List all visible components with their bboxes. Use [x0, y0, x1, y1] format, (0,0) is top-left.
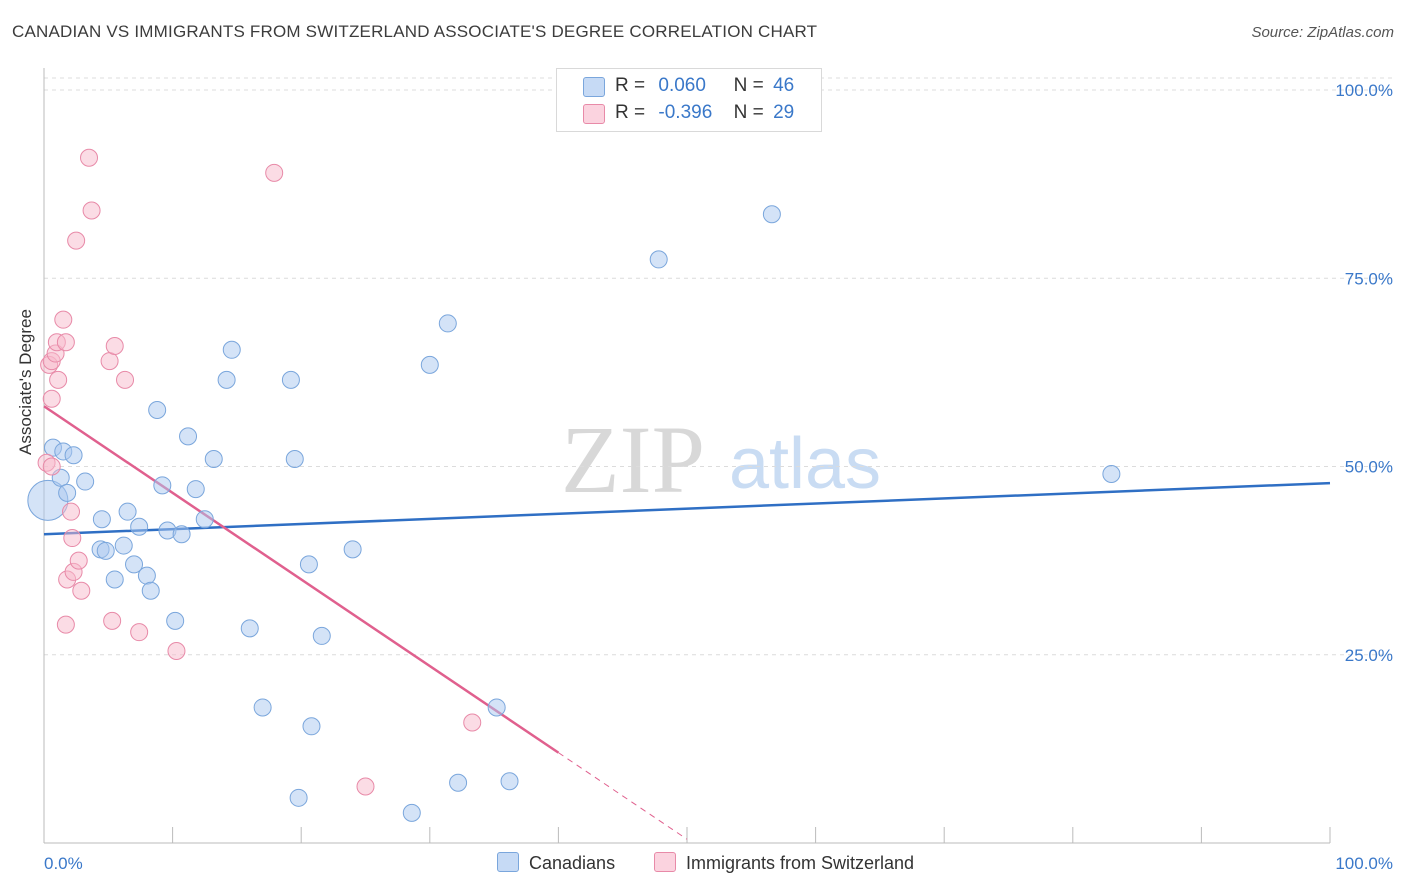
point-canadians	[92, 510, 111, 529]
point-canadians	[487, 698, 506, 717]
point-canadians	[76, 472, 95, 491]
stats-legend: R = 0.060 N = 46 R = -0.396 N = 29	[556, 68, 822, 132]
point-canadians	[1102, 465, 1121, 484]
point-switzerland	[42, 457, 61, 476]
legend-n-label: N =	[733, 75, 764, 96]
chart-title: CANADIAN VS IMMIGRANTS FROM SWITZERLAND …	[12, 22, 818, 41]
point-switzerland	[463, 713, 482, 732]
bottom-legend-canadians: Canadians	[497, 852, 615, 874]
point-switzerland	[49, 370, 68, 389]
y-tick-label: 75.0%	[1345, 269, 1393, 288]
point-switzerland	[72, 581, 91, 600]
trend-line-switzerland-extension	[558, 752, 688, 840]
watermark-atlas: atlas	[729, 424, 881, 504]
point-switzerland	[82, 201, 101, 220]
source-note: Source: ZipAtlas.com	[1251, 24, 1394, 41]
y-tick-label: 25.0%	[1345, 646, 1393, 665]
point-canadians	[114, 536, 133, 555]
data-points	[27, 148, 1121, 822]
x-tick-label-max: 100.0%	[1335, 854, 1393, 873]
point-switzerland	[80, 148, 99, 167]
legend-swatch-blue	[583, 77, 605, 97]
point-switzerland	[356, 777, 375, 796]
y-tick-labels: 100.0% 75.0% 50.0% 25.0%	[1335, 81, 1393, 665]
point-canadians	[204, 449, 223, 468]
point-canadians	[58, 483, 77, 502]
bottom-legend-label: Canadians	[529, 853, 616, 873]
point-canadians	[130, 517, 149, 536]
point-canadians	[402, 803, 421, 822]
bottom-legend-swatch-pink	[654, 852, 676, 872]
point-switzerland	[69, 551, 88, 570]
y-axis-label: Associate's Degree	[16, 309, 35, 455]
legend-n-label: N =	[733, 102, 764, 123]
point-canadians	[217, 370, 236, 389]
bottom-legend-swatch-blue	[497, 852, 519, 872]
legend-swatch-pink	[583, 104, 605, 124]
point-canadians	[500, 772, 519, 791]
point-canadians	[166, 611, 185, 630]
point-switzerland	[54, 310, 73, 329]
point-canadians	[312, 626, 331, 645]
trend-line-switzerland	[43, 405, 560, 754]
point-switzerland	[56, 333, 75, 352]
point-switzerland	[63, 529, 82, 548]
point-switzerland	[62, 502, 81, 521]
point-switzerland	[100, 352, 119, 371]
y-tick-label: 100.0%	[1335, 81, 1393, 100]
point-canadians	[153, 476, 172, 495]
point-switzerland	[167, 641, 186, 660]
bottom-legend-label: Immigrants from Switzerland	[686, 853, 915, 873]
y-tick-label: 50.0%	[1345, 458, 1393, 477]
point-canadians	[649, 250, 668, 269]
point-canadians	[299, 555, 318, 574]
point-switzerland	[42, 389, 61, 408]
point-switzerland	[130, 623, 149, 642]
point-canadians	[148, 401, 167, 420]
point-canadians	[125, 555, 144, 574]
point-canadians	[118, 502, 137, 521]
legend-n-value: 46	[773, 75, 795, 96]
point-switzerland	[265, 163, 284, 182]
trend-lines	[43, 405, 1331, 840]
point-canadians	[179, 427, 198, 446]
point-switzerland	[67, 231, 86, 250]
point-canadians	[449, 773, 468, 792]
legend-r-label: R =	[615, 102, 646, 123]
legend-r-value: 0.060	[658, 75, 706, 96]
legend-r-value: -0.396	[658, 102, 713, 123]
x-tick-label-min: 0.0%	[44, 854, 83, 873]
point-canadians	[253, 698, 272, 717]
point-canadians	[281, 370, 300, 389]
point-canadians	[289, 788, 308, 807]
bottom-legend-switzerland: Immigrants from Switzerland	[654, 852, 914, 874]
point-switzerland	[56, 615, 75, 634]
legend-r-label: R =	[615, 75, 646, 96]
point-canadians	[186, 480, 205, 499]
point-canadians	[96, 541, 115, 560]
point-canadians	[438, 314, 457, 333]
trend-line-canadians	[43, 481, 1331, 536]
point-canadians	[240, 619, 259, 638]
legend-n-value: 29	[773, 102, 795, 123]
point-canadians	[762, 205, 781, 224]
point-switzerland	[116, 370, 135, 389]
point-canadians	[137, 566, 156, 585]
watermark-zip: ZIP	[561, 406, 705, 513]
point-canadians	[172, 525, 191, 544]
point-canadians	[222, 340, 241, 359]
point-switzerland	[105, 337, 124, 356]
point-canadians	[302, 717, 321, 736]
point-canadians	[141, 581, 160, 600]
point-switzerland	[103, 611, 122, 630]
gridlines	[44, 77, 1395, 656]
point-canadians	[195, 510, 214, 529]
point-canadians	[285, 449, 304, 468]
point-canadians	[420, 355, 439, 374]
point-canadians	[343, 540, 362, 559]
point-canadians	[105, 570, 124, 589]
point-canadians	[64, 446, 83, 465]
